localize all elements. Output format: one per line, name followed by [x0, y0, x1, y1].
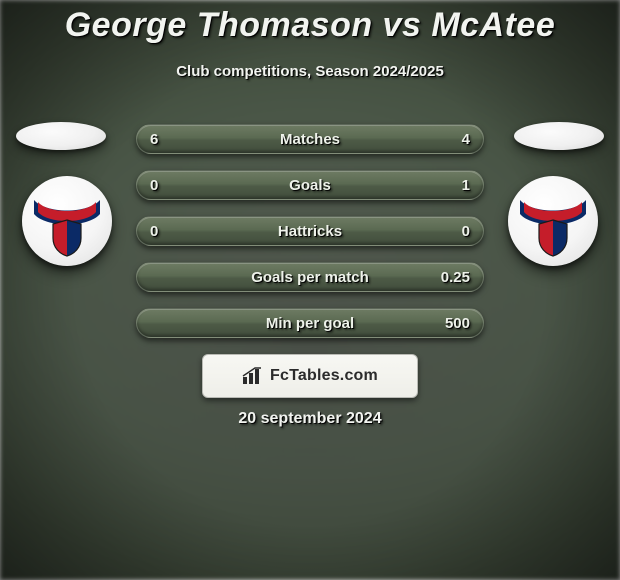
- bar-chart-icon: [242, 367, 264, 385]
- stat-value-right: 0.25: [441, 262, 470, 292]
- stat-row: Min per goal 500: [136, 308, 484, 338]
- stat-label: Matches: [136, 124, 484, 154]
- stat-value-right: 4: [462, 124, 470, 154]
- comparison-infographic: George Thomason vs McAtee Club competiti…: [0, 0, 620, 580]
- stat-value-right: 500: [445, 308, 470, 338]
- stat-label: Min per goal: [136, 308, 484, 338]
- shield-icon: [535, 218, 571, 258]
- shield-icon: [49, 218, 85, 258]
- crest-inner: [26, 180, 108, 262]
- content-layer: George Thomason vs McAtee Club competiti…: [0, 0, 620, 580]
- player-photo-right: [514, 122, 604, 150]
- infographic-date: 20 september 2024: [0, 410, 620, 428]
- stat-row: 0 Goals 1: [136, 170, 484, 200]
- stat-row: 0 Hattricks 0: [136, 216, 484, 246]
- crest-inner: [512, 180, 594, 262]
- page-title: George Thomason vs McAtee: [0, 6, 620, 45]
- stat-bars: 6 Matches 4 0 Goals 1 0 Hattricks 0 Goal…: [136, 124, 484, 354]
- stat-row: Goals per match 0.25: [136, 262, 484, 292]
- club-crest-left: [22, 176, 112, 266]
- stat-label: Goals per match: [136, 262, 484, 292]
- crest-shield: [49, 218, 85, 258]
- watermark-text: FcTables.com: [270, 367, 378, 385]
- stat-label: Goals: [136, 170, 484, 200]
- watermark-badge[interactable]: FcTables.com: [202, 354, 418, 398]
- player-photo-left: [16, 122, 106, 150]
- club-crest-right: [508, 176, 598, 266]
- stat-label: Hattricks: [136, 216, 484, 246]
- stat-value-right: 0: [462, 216, 470, 246]
- stat-value-right: 1: [462, 170, 470, 200]
- crest-shield: [535, 218, 571, 258]
- stat-row: 6 Matches 4: [136, 124, 484, 154]
- page-subtitle: Club competitions, Season 2024/2025: [0, 63, 620, 80]
